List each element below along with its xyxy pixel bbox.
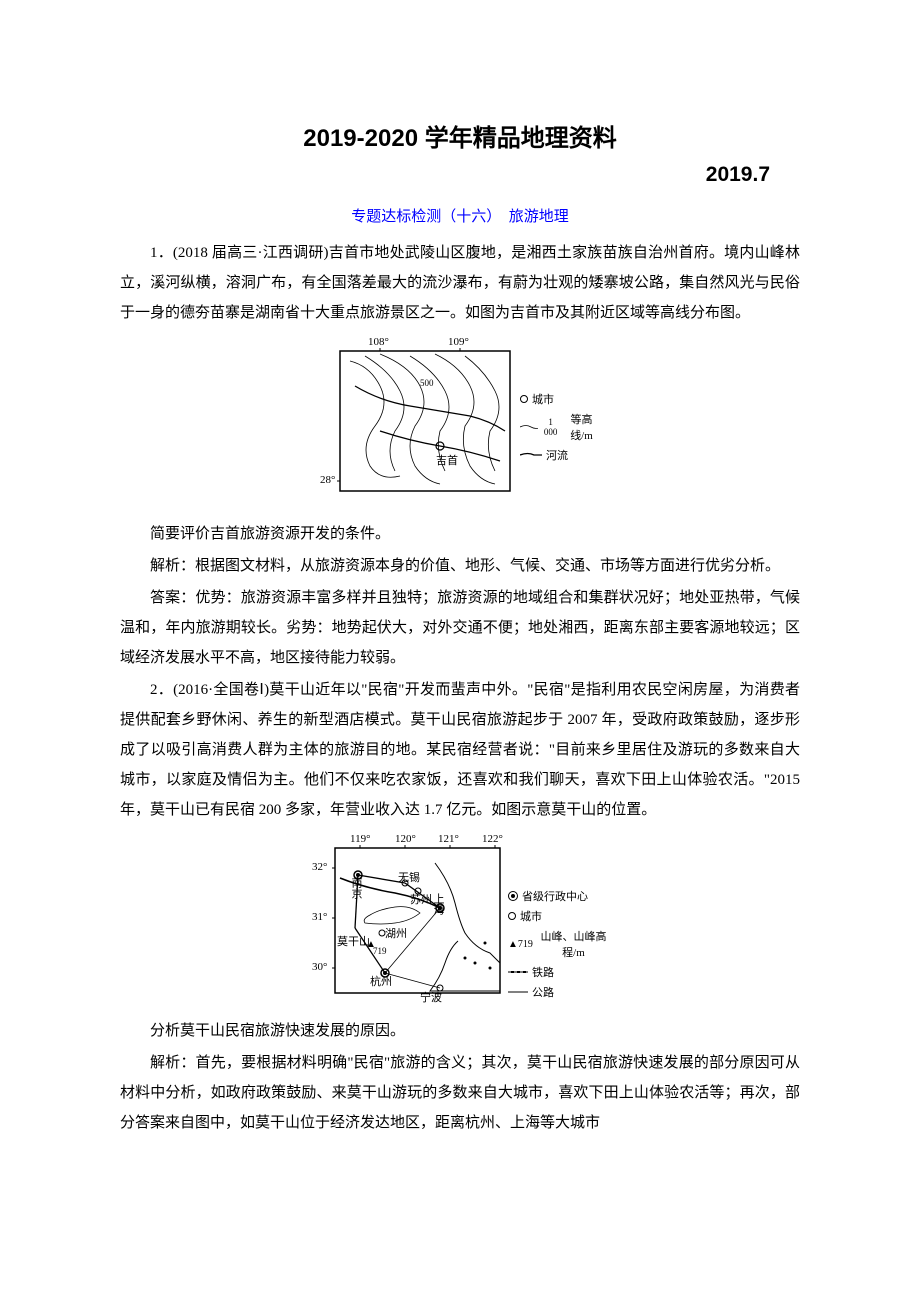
lon-label-2: 109° — [448, 336, 469, 348]
q2-question: 分析莫干山民宿旅游快速发展的原因。 — [120, 1016, 800, 1046]
lat2-3: 30° — [312, 961, 327, 973]
river-1 — [355, 386, 505, 431]
figure2: ▲ 119° 120° 121° 122° 32° 31° 30° 南京 无锡 … — [310, 833, 610, 1003]
figure1-container: 500 108° 109° 28° 吉首 城市 1 000 等高线/m 河流 — [120, 336, 800, 511]
contour-1 — [350, 361, 400, 477]
lon2-1: 119° — [350, 833, 371, 845]
road-icon — [508, 989, 528, 995]
q1-analysis: 解析：根据图文材料，从旅游资源本身的价值、地形、气候、交通、市场等方面进行优劣分… — [120, 551, 800, 581]
lake-taihu — [364, 907, 420, 924]
river-icon — [520, 450, 542, 460]
contour-6 — [465, 356, 499, 471]
lon2-3: 121° — [438, 833, 459, 845]
lat2-1: 32° — [312, 861, 327, 873]
lat2-2: 31° — [312, 911, 327, 923]
subtitle: 专题达标检测（十六） 旅游地理 — [120, 205, 800, 226]
lon-label-1: 108° — [368, 336, 389, 348]
legend-river: 河流 — [520, 447, 600, 463]
main-title: 2019-2020 学年精品地理资料 — [120, 118, 800, 153]
legend-rail-label: 铁路 — [532, 964, 554, 980]
legend-capital-label: 省级行政中心 — [522, 888, 588, 904]
contour-3 — [380, 354, 440, 484]
q2-analysis: 解析：首先，要根据材料明确"民宿"旅游的含义；其次，莫干山民宿旅游快速发展的部分… — [120, 1048, 800, 1138]
huzhou-label: 湖州 — [385, 925, 407, 941]
island-3 — [484, 942, 487, 945]
coastline — [430, 863, 500, 991]
legend-city2: 城市 — [508, 908, 610, 924]
figure2-legend: 省级行政中心 城市 ▲719 山峰、山峰高程/m 铁路 公路 — [508, 888, 610, 1004]
contour-icon — [520, 422, 538, 432]
moganshan-label: 莫干山 — [337, 933, 370, 949]
q1-answer: 答案：优势：旅游资源丰富多样并且独特；旅游资源的地域组合和集群状况好；地处亚热带… — [120, 583, 800, 673]
island-4 — [489, 967, 492, 970]
nanjing-label: 南京 — [348, 877, 364, 899]
shanghai-label: 上海 — [430, 893, 446, 915]
legend-contour-label: 等高线/m — [563, 411, 600, 443]
figure1: 500 108° 109° 28° 吉首 城市 1 000 等高线/m 河流 — [320, 336, 600, 506]
legend-rail: 铁路 — [508, 964, 610, 980]
figure2-container: ▲ 119° 120° 121° 122° 32° 31° 30° 南京 无锡 … — [120, 833, 800, 1008]
figure1-legend: 城市 1 000 等高线/m 河流 — [520, 391, 600, 467]
lon2-2: 120° — [395, 833, 416, 845]
wuxi-label: 无锡 — [398, 869, 420, 885]
capital-icon — [508, 891, 518, 901]
legend-peak-label: 山峰、山峰高程/m — [537, 928, 610, 960]
q1-question: 简要评价吉首旅游资源开发的条件。 — [120, 519, 800, 549]
legend-peak: ▲719 山峰、山峰高程/m — [508, 928, 610, 960]
legend-city: 城市 — [520, 391, 600, 407]
island-1 — [464, 957, 467, 960]
legend-contour-example: 1 000 — [542, 417, 559, 437]
legend-river-label: 河流 — [546, 447, 568, 463]
legend-city-label-2: 城市 — [520, 908, 542, 924]
legend-city-label: 城市 — [532, 391, 554, 407]
hangzhou-label: 杭州 — [370, 973, 392, 989]
ningbo-label: 宁波 — [420, 989, 442, 1005]
city-icon-2 — [508, 912, 516, 920]
rail-icon — [508, 969, 528, 975]
suzhou-label: 苏州 — [410, 891, 432, 907]
date-line: 2019.7 — [120, 163, 800, 187]
lon2-4: 122° — [482, 833, 503, 845]
q1-intro: 1．(2018 届高三·江西调研)吉首市地处武陵山区腹地，是湘西土家族苗族自治州… — [120, 238, 800, 328]
city-label: 吉首 — [436, 452, 458, 468]
legend-capital: 省级行政中心 — [508, 888, 610, 904]
lat-label: 28° — [320, 474, 335, 486]
peak-height: 719 — [373, 946, 387, 956]
legend-road: 公路 — [508, 984, 610, 1000]
contour-label-500: 500 — [420, 378, 434, 388]
legend-contour: 1 000 等高线/m — [520, 411, 600, 443]
legend-road-label: 公路 — [532, 984, 554, 1000]
city-icon — [520, 395, 528, 403]
peak-icon: ▲719 — [508, 939, 533, 950]
q2-intro: 2．(2016·全国卷Ⅰ)莫干山近年以"民宿"开发而蜚声中外。"民宿"是指利用农… — [120, 675, 800, 825]
island-2 — [474, 962, 477, 965]
road-2 — [385, 973, 440, 988]
